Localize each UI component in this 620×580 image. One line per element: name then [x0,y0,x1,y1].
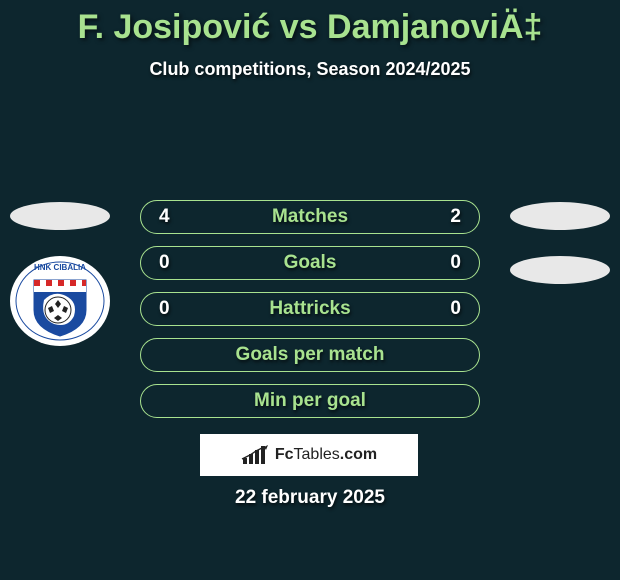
stat-label: Matches [179,206,441,228]
svg-text:HNK CIBALIA: HNK CIBALIA [34,263,86,272]
snapshot-date: 22 february 2025 [0,487,620,509]
stat-label: Goals [179,252,441,274]
player1-badge-placeholder-1 [10,202,110,230]
stat-rows: 4Matches20Goals00Hattricks0Goals per mat… [140,200,480,430]
stat-row: 0Goals0 [140,246,480,280]
player2-badge-placeholder-2 [510,256,610,284]
stat-left-value: 0 [159,252,179,274]
stat-row: 4Matches2 [140,200,480,234]
fctables-logo: FcTables.com [200,434,418,476]
stat-label: Min per goal [179,390,441,412]
stat-right-value: 2 [441,206,461,228]
right-player-column [510,202,610,310]
stat-row: Min per goal [140,384,480,418]
stat-left-value: 4 [159,206,179,228]
page-title: F. Josipović vs DamjanoviÄ‡ [0,0,620,47]
logo-text: FcTables.com [275,446,377,464]
stat-row: 0Hattricks0 [140,292,480,326]
club-crest-icon: HNK CIBALIA [10,256,110,346]
left-player-column: HNK CIBALIA [10,202,110,346]
stat-row: Goals per match [140,338,480,372]
stat-left-value: 0 [159,298,179,320]
stat-label: Goals per match [179,344,441,366]
stat-right-value: 0 [441,252,461,274]
player1-club-badge: HNK CIBALIA [10,256,110,346]
stat-label: Hattricks [179,298,441,320]
stat-right-value: 0 [441,298,461,320]
page-subtitle: Club competitions, Season 2024/2025 [0,59,620,80]
bar-chart-icon [241,444,269,466]
player2-badge-placeholder-1 [510,202,610,230]
